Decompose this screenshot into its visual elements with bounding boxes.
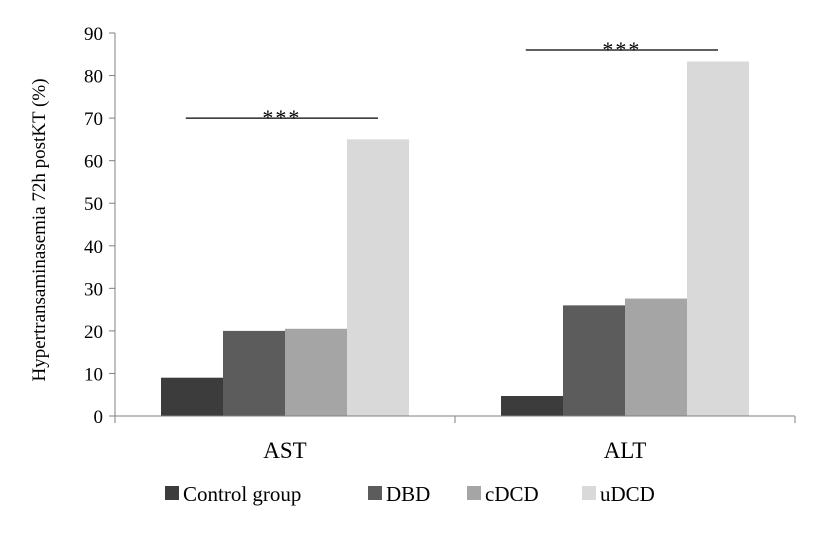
significance-annotations: *** ***: [185, 37, 718, 130]
legend-swatch: [467, 486, 481, 500]
y-axis-label: Hypertransaminasemia 72h postKT (%): [29, 78, 50, 381]
legend-label: cDCD: [485, 482, 539, 506]
legend-label: uDCD: [600, 482, 655, 506]
bars: [161, 61, 749, 417]
x-category-label: ALT: [604, 438, 647, 463]
bar-udcd-alt: [687, 61, 749, 417]
y-tick-label: 0: [94, 407, 104, 428]
legend-swatch: [368, 486, 382, 500]
y-tick-label: 20: [84, 322, 103, 343]
legend-swatch: [165, 486, 179, 500]
x-category-label: AST: [263, 438, 306, 463]
y-axis: 0 10 20 30 40 50 60 70 80 90: [84, 24, 116, 428]
bar-cdcd-ast: [285, 328, 347, 416]
y-tick-label: 90: [84, 24, 103, 45]
y-tick-label: 80: [84, 67, 103, 88]
y-tick-label: 40: [84, 237, 103, 258]
y-tick-label: 30: [84, 279, 103, 300]
y-tick-label: 50: [84, 194, 103, 215]
legend-label: DBD: [386, 482, 430, 506]
legend: Control group DBD cDCD uDCD: [165, 482, 655, 506]
bar-control-group-ast: [161, 377, 223, 416]
bar-dbd-ast: [223, 330, 285, 416]
bar-udcd-ast: [347, 139, 409, 416]
x-axis: AST ALT: [114, 415, 796, 463]
bar-control-group-alt: [501, 395, 563, 416]
y-tick-label: 60: [84, 152, 103, 173]
bar-cdcd-alt: [625, 298, 687, 416]
bar-dbd-alt: [563, 305, 625, 416]
legend-label: Control group: [183, 482, 301, 506]
y-tick-label: 70: [84, 109, 103, 130]
significance-stars: ***: [262, 105, 301, 130]
y-tick-label: 10: [84, 364, 103, 385]
legend-swatch: [582, 486, 596, 500]
significance-stars: ***: [602, 37, 641, 62]
